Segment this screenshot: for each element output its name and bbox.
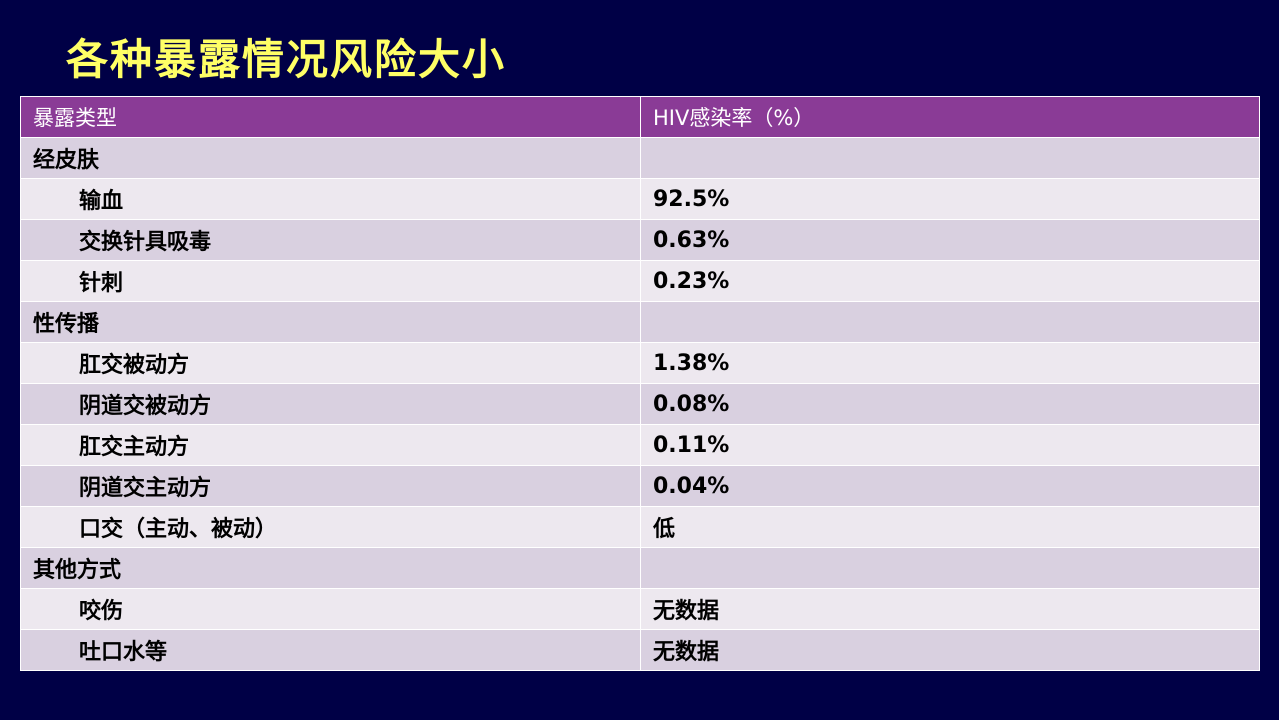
hiv-rate-cell <box>640 547 1260 589</box>
hiv-rate-cell: 92.5% <box>640 178 1260 220</box>
table-row: 阴道交被动方 0.08% <box>20 383 1260 425</box>
table-row: 肛交被动方 1.38% <box>20 342 1260 384</box>
category-label: 其他方式 <box>20 547 641 589</box>
category-label: 经皮肤 <box>20 137 641 179</box>
table-row: 口交（主动、被动）低 <box>20 506 1260 548</box>
table-row: 输血 92.5% <box>20 178 1260 220</box>
exposure-risk-table: 暴露类型 HIV感染率（%） 经皮肤 输血 92.5% 交换针具吸毒 0.63% 针刺 0.… <box>20 96 1260 671</box>
hiv-rate-cell: 低 <box>640 506 1260 548</box>
exposure-type-cell: 阴道交被动方 <box>20 383 641 425</box>
hiv-rate-cell <box>640 301 1260 343</box>
hiv-rate-cell <box>640 137 1260 179</box>
category-row: 其他方式 <box>20 547 1260 589</box>
exposure-type-cell: 输血 <box>20 178 641 220</box>
table-row: 吐口水等 无数据 <box>20 629 1260 671</box>
hiv-rate-cell: 0.63% <box>640 219 1260 261</box>
category-label: 性传播 <box>20 301 641 343</box>
hiv-rate-cell: 1.38% <box>640 342 1260 384</box>
table-header-row: 暴露类型 HIV感染率（%） <box>20 96 1260 138</box>
exposure-type-cell: 口交（主动、被动） <box>20 506 641 548</box>
hiv-rate-cell: 0.08% <box>640 383 1260 425</box>
column-header-hiv-rate: HIV感染率（%） <box>640 96 1260 138</box>
exposure-type-cell: 肛交主动方 <box>20 424 641 466</box>
category-row: 性传播 <box>20 301 1260 343</box>
exposure-type-cell: 阴道交主动方 <box>20 465 641 507</box>
table-row: 咬伤 无数据 <box>20 588 1260 630</box>
exposure-type-cell: 吐口水等 <box>20 629 641 671</box>
column-header-exposure-type: 暴露类型 <box>20 96 641 138</box>
table-row: 阴道交主动方 0.04% <box>20 465 1260 507</box>
table-row: 交换针具吸毒 0.63% <box>20 219 1260 261</box>
hiv-rate-cell: 无数据 <box>640 588 1260 630</box>
table-row: 针刺 0.23% <box>20 260 1260 302</box>
exposure-type-cell: 肛交被动方 <box>20 342 641 384</box>
exposure-type-cell: 针刺 <box>20 260 641 302</box>
exposure-type-cell: 交换针具吸毒 <box>20 219 641 261</box>
table-body: 经皮肤 输血 92.5% 交换针具吸毒 0.63% 针刺 0.23% 性传播 肛交被动方 1.38… <box>20 137 1260 671</box>
category-row: 经皮肤 <box>20 137 1260 179</box>
hiv-rate-cell: 0.23% <box>640 260 1260 302</box>
hiv-rate-cell: 0.04% <box>640 465 1260 507</box>
hiv-rate-cell: 无数据 <box>640 629 1260 671</box>
exposure-type-cell: 咬伤 <box>20 588 641 630</box>
table-row: 肛交主动方 0.11% <box>20 424 1260 466</box>
slide-title: 各种暴露情况风险大小 <box>66 35 507 84</box>
hiv-rate-cell: 0.11% <box>640 424 1260 466</box>
